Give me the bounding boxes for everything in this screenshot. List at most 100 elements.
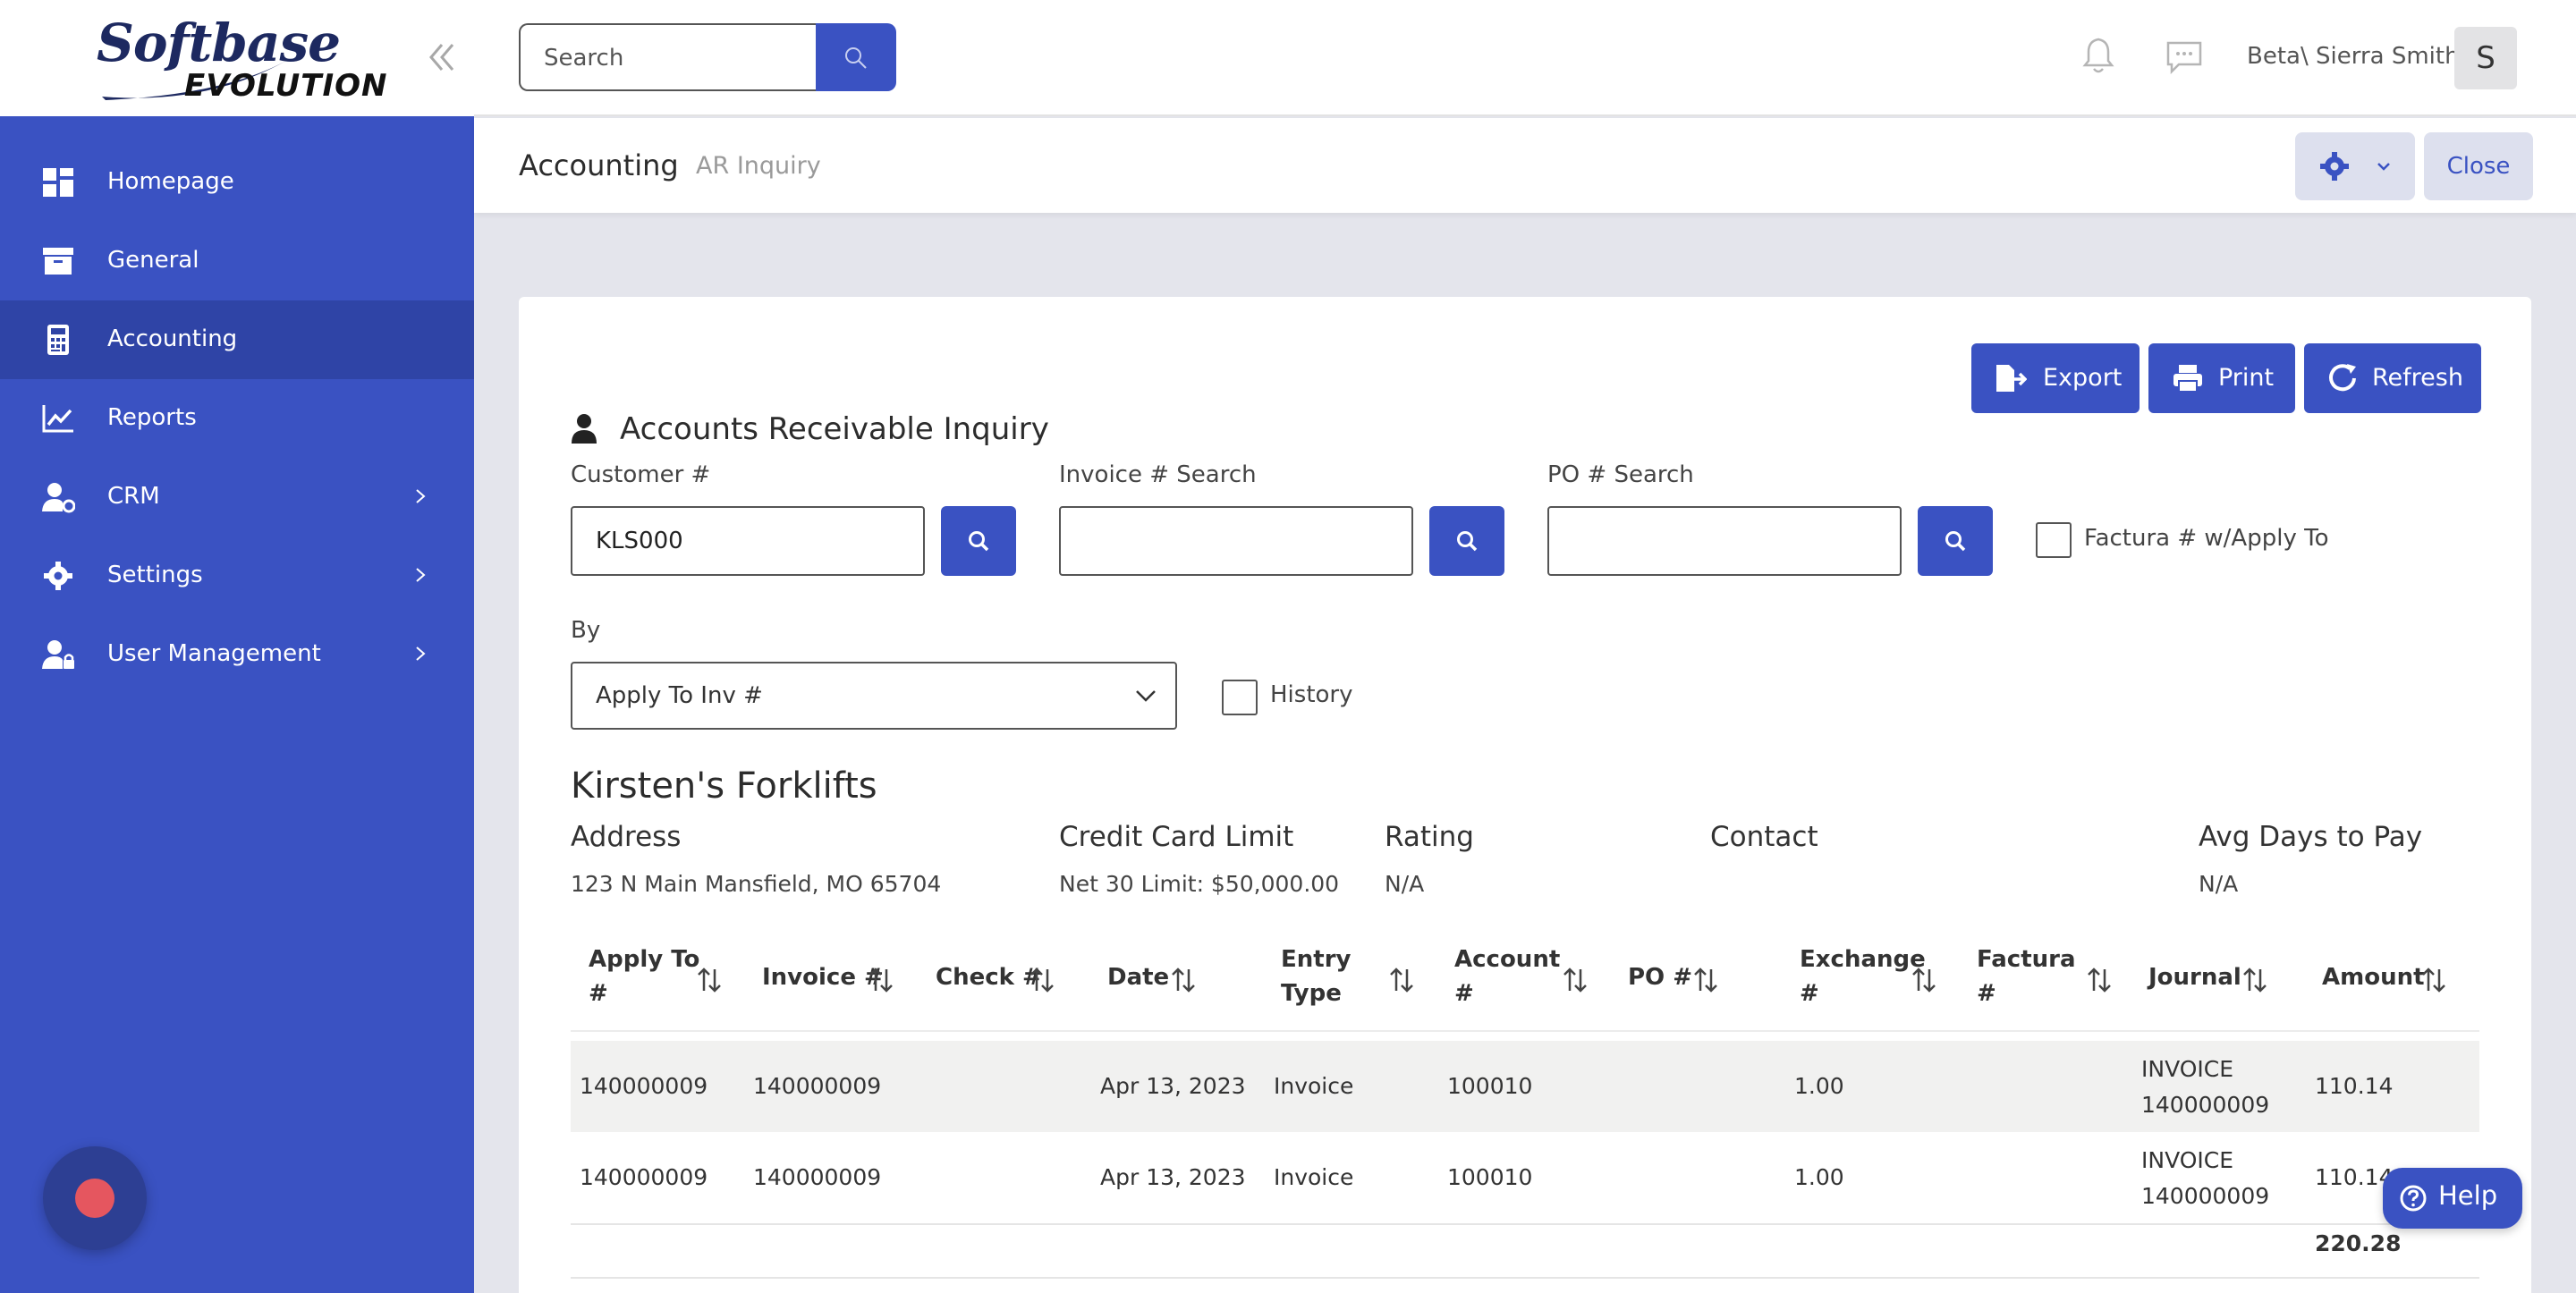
close-button[interactable]: Close — [2424, 132, 2533, 200]
print-icon — [2174, 365, 2202, 393]
factura-checkbox-label: Factura # w/Apply To — [2084, 525, 2329, 552]
export-button[interactable]: Export — [1971, 343, 2140, 413]
address-value: 123 N Main Mansfield, MO 65704 — [571, 871, 942, 897]
sort-icon[interactable] — [1029, 966, 1055, 994]
user-gear-icon — [42, 483, 75, 513]
sort-icon[interactable] — [1911, 966, 1937, 994]
cell-date: Apr 13, 2023 — [1100, 1164, 1246, 1190]
search-button[interactable] — [816, 23, 896, 91]
chart-line-icon — [42, 405, 73, 433]
bell-icon[interactable] — [2080, 36, 2116, 75]
col-header-factura[interactable]: Factura # — [1977, 946, 2076, 1007]
cell-entry-type: Invoice — [1274, 1073, 1354, 1099]
logo-area: Softbase EVOLUTION — [0, 0, 474, 116]
cell-journal: INVOICE 140000009 — [2141, 1147, 2270, 1209]
sidebar-item-reports[interactable]: Reports — [0, 379, 474, 458]
sidebar-item-label: User Management — [107, 640, 321, 667]
section-title: Accounts Receivable Inquiry — [620, 411, 1049, 447]
sidebar-item-label: Homepage — [107, 168, 234, 195]
sort-icon[interactable] — [1562, 966, 1589, 994]
help-button[interactable]: Help — [2383, 1168, 2522, 1229]
chevron-down-icon — [2377, 163, 2390, 171]
calculator-icon — [47, 325, 69, 355]
col-header-po[interactable]: PO # — [1628, 964, 1692, 991]
sidebar: Softbase EVOLUTION Homepage General — [0, 0, 474, 1293]
sidebar-item-homepage[interactable]: Homepage — [0, 143, 474, 222]
top-bar: Search Beta\ Sierra Smith S — [474, 0, 2576, 116]
customer-label: Customer # — [571, 461, 711, 488]
cell-amount: 110.14 — [2315, 1164, 2394, 1190]
table-header-divider — [571, 1030, 2479, 1032]
question-circle-icon — [2400, 1185, 2427, 1212]
collapse-sidebar-icon[interactable] — [424, 39, 460, 75]
cell-exchange: 1.00 — [1794, 1164, 1844, 1190]
chevron-right-icon — [416, 568, 426, 582]
col-header-entry-type[interactable]: Entry Type — [1281, 946, 1352, 1007]
chevron-right-icon — [416, 489, 426, 503]
credit-limit-value: Net 30 Limit: $50,000.00 — [1059, 871, 1340, 897]
brand-logo-sub: EVOLUTION — [184, 68, 388, 104]
avg-days-heading: Avg Days to Pay — [2199, 821, 2423, 853]
sort-icon[interactable] — [2420, 966, 2447, 994]
table-row[interactable]: 140000009 140000009 Apr 13, 2023 Invoice… — [571, 1132, 2479, 1223]
search-icon — [969, 531, 989, 552]
credit-limit-heading: Credit Card Limit — [1059, 821, 1294, 853]
invoice-search-input[interactable] — [1059, 506, 1413, 576]
po-search-button[interactable] — [1918, 506, 1993, 576]
sidebar-item-general[interactable]: General — [0, 222, 474, 300]
by-select[interactable]: Apply To Inv # — [571, 662, 1177, 730]
archive-icon — [43, 248, 73, 275]
col-header-check[interactable]: Check # — [936, 964, 1042, 991]
table-row[interactable]: 140000009 140000009 Apr 13, 2023 Invoice… — [571, 1041, 2479, 1132]
refresh-button[interactable]: Refresh — [2304, 343, 2481, 413]
col-header-account[interactable]: Account # — [1454, 946, 1561, 1007]
sort-icon[interactable] — [1388, 966, 1415, 994]
breadcrumb-main[interactable]: Accounting — [519, 148, 679, 182]
settings-dropdown-button[interactable] — [2295, 132, 2415, 200]
sidebar-item-accounting[interactable]: Accounting — [0, 300, 474, 379]
print-button[interactable]: Print — [2148, 343, 2295, 413]
sidebar-item-user-management[interactable]: User Management — [0, 615, 474, 694]
help-label: Help — [2438, 1180, 2498, 1211]
cell-apply-to: 140000009 — [580, 1164, 708, 1190]
po-search-label: PO # Search — [1547, 461, 1694, 488]
sidebar-item-settings[interactable]: Settings — [0, 537, 474, 615]
sort-icon[interactable] — [2086, 966, 2113, 994]
sort-icon[interactable] — [868, 966, 894, 994]
factura-checkbox[interactable] — [2036, 522, 2072, 558]
message-icon[interactable] — [2165, 39, 2204, 75]
history-checkbox-label: History — [1270, 681, 1353, 708]
export-label: Export — [2043, 364, 2123, 392]
customer-search-button[interactable] — [941, 506, 1016, 576]
user-name[interactable]: Beta\ Sierra Smith — [2247, 43, 2460, 70]
sidebar-item-crm[interactable]: CRM — [0, 458, 474, 537]
sort-icon[interactable] — [2241, 966, 2268, 994]
cell-date: Apr 13, 2023 — [1100, 1073, 1246, 1099]
sort-icon[interactable] — [1692, 966, 1719, 994]
sort-icon[interactable] — [696, 966, 723, 994]
col-header-date[interactable]: Date — [1107, 964, 1170, 991]
sidebar-nav: Homepage General Accounting R — [0, 143, 474, 694]
record-button[interactable] — [43, 1146, 147, 1250]
col-header-amount[interactable]: Amount — [2322, 964, 2425, 991]
avatar[interactable]: S — [2454, 27, 2517, 89]
history-checkbox[interactable] — [1222, 680, 1258, 715]
cell-entry-type: Invoice — [1274, 1164, 1354, 1190]
sort-icon[interactable] — [1170, 966, 1197, 994]
cell-amount: 110.14 — [2315, 1073, 2394, 1099]
invoice-search-button[interactable] — [1429, 506, 1504, 576]
col-header-exchange[interactable]: Exchange # — [1800, 946, 1926, 1007]
search-icon — [1457, 531, 1478, 552]
user-lock-icon — [42, 640, 74, 669]
po-search-input[interactable] — [1547, 506, 1902, 576]
search-input[interactable]: Search — [519, 23, 818, 91]
customer-input[interactable]: KLS000 — [571, 506, 925, 576]
gear-icon — [44, 562, 72, 590]
col-header-apply-to[interactable]: Apply To # — [589, 946, 700, 1007]
export-icon — [1996, 365, 2027, 392]
amount-total: 220.28 — [2315, 1230, 2402, 1256]
refresh-label: Refresh — [2372, 364, 2463, 392]
person-icon — [572, 414, 597, 444]
col-header-journal[interactable]: Journal — [2148, 964, 2241, 991]
col-header-invoice[interactable]: Invoice # — [762, 964, 884, 991]
